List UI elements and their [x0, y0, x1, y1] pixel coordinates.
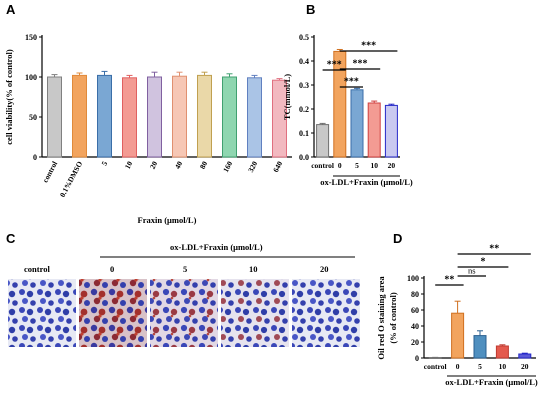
- y-tick-label-D-3: 60: [411, 306, 419, 315]
- panel-label-c: C: [6, 231, 16, 246]
- panel-label-d: D: [393, 231, 402, 246]
- y-tick-label-A-3: 150: [25, 33, 37, 42]
- chart-d: 0 20 40 60 80 100 control 0 5 10 20 ox-LDL+Fraxin (…: [376, 244, 538, 388]
- panel-c-dose-5: 5: [183, 264, 187, 274]
- y-tick-label-B-1: 0.1: [299, 129, 309, 138]
- micrograph-0: [79, 279, 147, 347]
- y-axis-label-A: cell viability(% of control): [4, 49, 14, 145]
- bar-A-8: [247, 77, 262, 158]
- micrograph-5: [150, 279, 218, 347]
- sig-label-B-0: ***: [327, 60, 342, 71]
- x-axis-label-A: Fraxin (μmol/L): [138, 215, 197, 225]
- y-tick-label-B-3: 0.3: [299, 81, 309, 90]
- sig-label-D-1: ns: [468, 266, 476, 276]
- y-tick-label-D-5: 100: [407, 274, 419, 283]
- x-tick-label-D-2: 5: [478, 362, 482, 371]
- x-axis-label-B: ox-LDL+Fraxin (μmol/L): [320, 177, 413, 187]
- x-tick-label-A-1: 0.1%DMSO: [58, 160, 85, 199]
- bar-A-5: [172, 75, 187, 158]
- bar-D-3: [495, 345, 509, 359]
- x-tick-label-A-2: 5: [100, 159, 110, 167]
- panel-c-dose-0: 0: [110, 264, 114, 274]
- y-tick-label-A-0: 0: [33, 153, 37, 162]
- micrograph-20: [292, 279, 360, 347]
- y-tick-label-D-4: 80: [411, 290, 419, 299]
- x-tick-label-B-4: 20: [388, 161, 396, 170]
- sig-label-D-2: *: [481, 257, 486, 268]
- bar-A-7: [222, 76, 237, 158]
- y-tick-label-B-0: 0.0: [299, 153, 309, 162]
- bar-D-1: [451, 312, 465, 359]
- x-tick-label-B-0: control: [311, 161, 334, 170]
- x-tick-label-D-4: 20: [521, 362, 529, 371]
- x-tick-label-A-4: 20: [148, 159, 160, 170]
- x-tick-label-A-6: 80: [198, 159, 210, 170]
- y-tick-label-A-1: 50: [29, 113, 37, 122]
- y-tick-label-D-2: 40: [411, 322, 419, 331]
- bar-A-0: [47, 76, 62, 158]
- micrograph-control: [8, 279, 76, 347]
- y-tick-label-B-2: 0.2: [299, 105, 309, 114]
- bar-A-1: [72, 74, 87, 158]
- bar-B-3: [367, 102, 381, 158]
- y-axis-label-D: Oil red O staining area: [376, 276, 386, 360]
- micrograph-10: [221, 279, 289, 347]
- x-axis-label-D: ox-LDL+Fraxin (μmol/L): [445, 377, 538, 387]
- panel-c-dose-20: 20: [320, 264, 329, 274]
- bar-A-6: [197, 74, 212, 158]
- sig-label-B-1: ***: [344, 77, 359, 88]
- x-tick-label-A-5: 40: [173, 159, 185, 170]
- bar-B-2: [350, 89, 364, 158]
- bar-A-3: [122, 77, 137, 158]
- panel-c-control-label: control: [24, 264, 50, 274]
- panel-c-micrographs: ox-LDL+Fraxin (μmol/L) control 0 5 10 20: [8, 242, 360, 347]
- panel-c-header: ox-LDL+Fraxin (μmol/L): [170, 242, 263, 252]
- sig-label-D-3: **: [489, 244, 499, 255]
- y-tick-label-D-0: 0: [415, 354, 419, 363]
- y-axis-label-B: TC(mmol/L): [282, 74, 292, 120]
- x-tick-label-B-1: 0: [338, 161, 342, 170]
- y-tick-label-D-1: 20: [411, 338, 419, 347]
- bar-B-0: [316, 124, 330, 158]
- y-tick-label-B-4: 0.4: [299, 57, 309, 66]
- panel-label-a: A: [6, 2, 16, 17]
- sig-label-B-3: ***: [361, 41, 376, 52]
- y-tick-label-B-5: 0.5: [299, 33, 309, 42]
- chart-b: 0.0 0.1 0.2 0.3 0.4 0.5 control 0 5 10 20 ox-LDL+Fr…: [282, 33, 413, 187]
- x-tick-label-D-3: 10: [499, 362, 507, 371]
- x-tick-label-A-3: 10: [123, 159, 135, 170]
- x-tick-label-A-7: 160: [221, 159, 234, 173]
- panel-c-dose-10: 10: [249, 264, 258, 274]
- x-tick-label-D-1: 0: [456, 362, 460, 371]
- bar-B-4: [384, 104, 398, 158]
- bar-A-4: [147, 76, 162, 158]
- sig-label-D-0: **: [444, 275, 454, 286]
- x-tick-label-B-2: 5: [355, 161, 359, 170]
- x-tick-label-A-0: control: [41, 160, 60, 184]
- bar-D-4: [518, 353, 532, 359]
- x-tick-label-A-9: 640: [271, 159, 284, 173]
- bar-A-2: [97, 74, 112, 158]
- y-tick-label-A-2: 100: [25, 73, 37, 82]
- sig-label-B-2: ***: [353, 59, 368, 70]
- x-tick-label-B-3: 10: [370, 161, 378, 170]
- y-axis-label-2-D: (% of control): [388, 292, 398, 343]
- x-tick-label-A-8: 320: [246, 159, 259, 173]
- x-tick-label-D-0: control: [424, 362, 447, 371]
- panel-label-b: B: [306, 2, 315, 17]
- bar-D-2: [473, 335, 487, 359]
